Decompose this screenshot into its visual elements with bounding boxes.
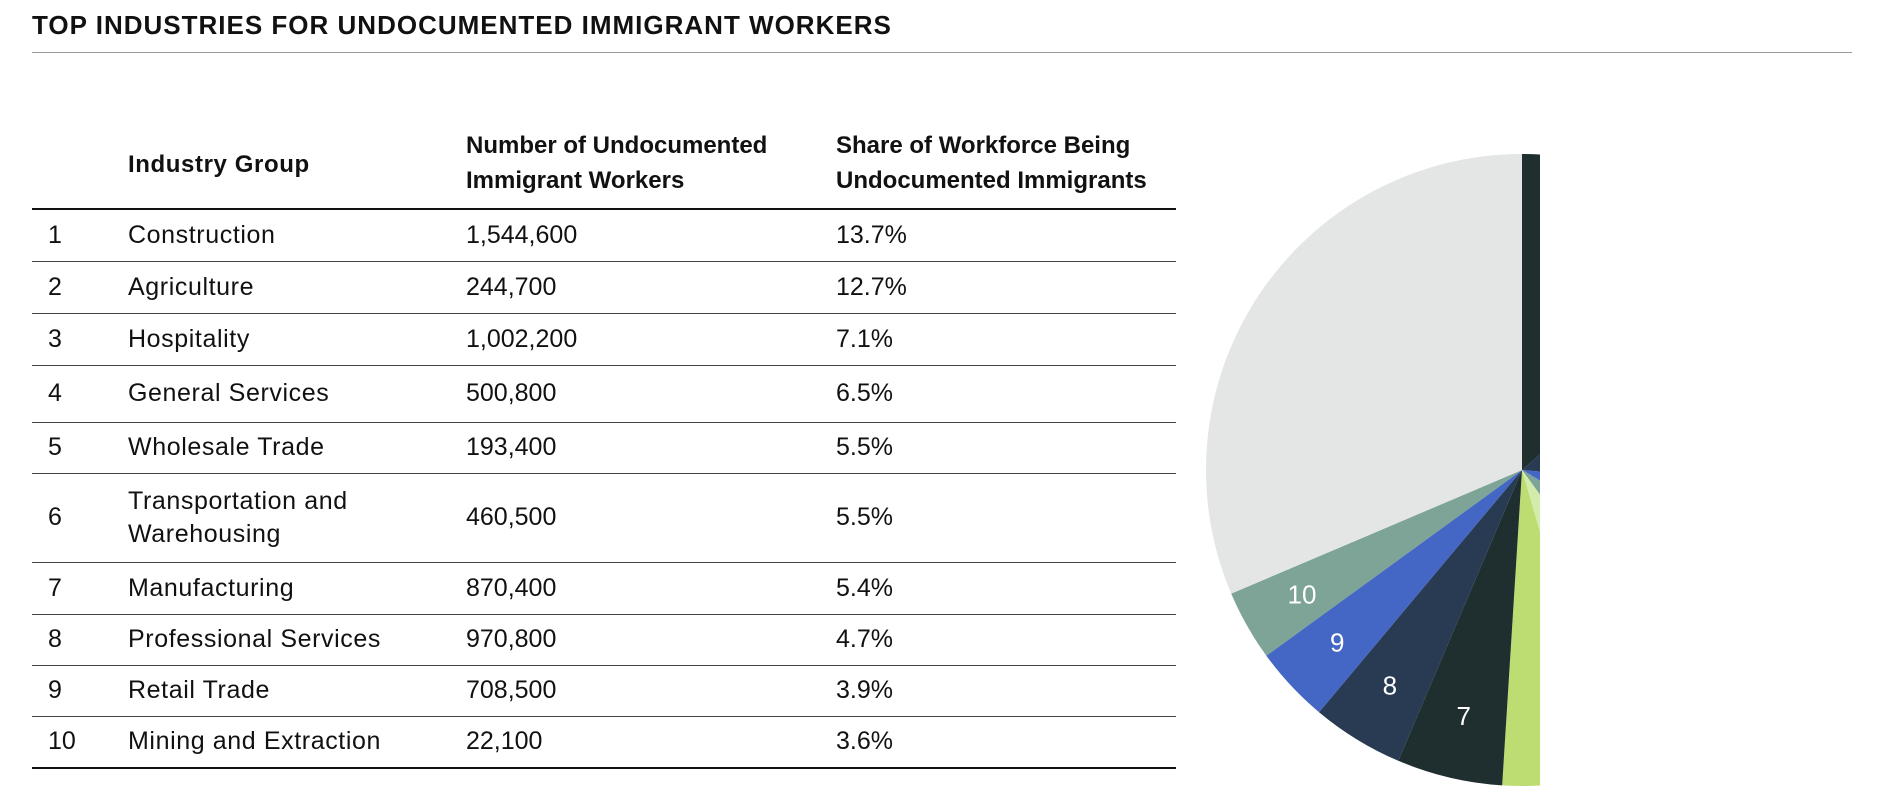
- row-rank: 6: [32, 473, 128, 563]
- pie-chart-container: 12345678910: [1200, 140, 1838, 790]
- row-number: 193,400: [466, 422, 836, 474]
- industry-label: General Services: [128, 379, 330, 407]
- row-rank: 1: [32, 209, 128, 262]
- table-row: 5 Wholesale Trade 193,400 5.5%: [32, 422, 1176, 474]
- row-share: 5.5%: [836, 473, 1176, 563]
- header-share-of-workforce: Share of Workforce Being Undocumented Im…: [836, 128, 1176, 210]
- table-row: 6 Transportation and Warehousing 460,500 5.…: [32, 473, 1176, 563]
- row-share: 12.7%: [836, 261, 1176, 314]
- row-rank: 2: [32, 261, 128, 314]
- pie-slice-8: [1319, 470, 1522, 761]
- header-share-line2: Undocumented Immigrants: [836, 167, 1147, 194]
- pie-label-7: 7: [1457, 701, 1471, 731]
- row-industry: Mining and Extraction: [128, 716, 466, 769]
- industry-label: Retail Trade: [128, 676, 270, 704]
- row-industry: General Services: [128, 365, 466, 423]
- row-number: 870,400: [466, 562, 836, 615]
- row-number: 244,700: [466, 261, 836, 314]
- pie-slice-remainder: [1206, 154, 1522, 594]
- row-industry: Wholesale Trade: [128, 422, 466, 474]
- row-rank: 9: [32, 665, 128, 717]
- industry-label: Transportation and Warehousing: [128, 486, 348, 548]
- row-number: 708,500: [466, 665, 836, 717]
- row-number: 460,500: [466, 473, 836, 563]
- row-share: 5.4%: [836, 562, 1176, 615]
- table-row: 1 Construction 1,544,600 13.7%: [32, 209, 1176, 262]
- row-number: 22,100: [466, 716, 836, 769]
- pie-slice-9: [1266, 470, 1522, 713]
- title-divider: [32, 52, 1852, 53]
- header-number-of-workers: Number of Undocumented Immigrant Workers: [466, 128, 836, 210]
- table-row: 2 Agriculture 244,700 12.7%: [32, 261, 1176, 314]
- chart-title: TOP INDUSTRIES FOR UNDOCUMENTED IMMIGRAN…: [32, 10, 892, 40]
- pie-label-9: 9: [1330, 627, 1344, 657]
- header-industry-group: Industry Group: [128, 128, 466, 210]
- row-industry: Manufacturing: [128, 562, 466, 615]
- row-industry: Retail Trade: [128, 665, 466, 717]
- row-rank: 8: [32, 614, 128, 666]
- industry-label: Mining and Extraction: [128, 727, 382, 756]
- table-row: 9 Retail Trade 708,500 3.9%: [32, 665, 1176, 717]
- row-industry: Transportation and Warehousing: [128, 473, 466, 563]
- industry-table: Industry Group Number of Undocumented Im…: [32, 128, 1176, 769]
- table-row: 7 Manufacturing 870,400 5.4%: [32, 562, 1176, 615]
- industry-label: Manufacturing: [128, 573, 295, 602]
- row-rank: 7: [32, 562, 128, 615]
- table-row: 10 Mining and Extraction 22,100 3.6%: [32, 716, 1176, 769]
- table-row: 4 General Services 500,800 6.5%: [32, 365, 1176, 423]
- industry-label: Construction: [128, 220, 276, 249]
- table-header-row: Industry Group Number of Undocumented Im…: [32, 128, 1176, 210]
- header-number-line2: Immigrant Workers: [466, 167, 685, 194]
- row-number: 500,800: [466, 365, 836, 423]
- row-share: 6.5%: [836, 365, 1176, 423]
- pie-slice-7: [1398, 470, 1522, 786]
- row-number: 1,002,200: [466, 313, 836, 366]
- pie-chart: 12345678910: [1206, 154, 1838, 786]
- industry-label: Wholesale Trade: [128, 433, 325, 461]
- industry-label: Hospitality: [128, 324, 250, 353]
- header-number-line1: Number of Undocumented: [466, 132, 768, 159]
- row-share: 3.9%: [836, 665, 1176, 717]
- row-share: 4.7%: [836, 614, 1176, 666]
- row-rank: 3: [32, 313, 128, 366]
- industry-label: Professional Services: [128, 625, 381, 653]
- row-number: 1,544,600: [466, 209, 836, 262]
- row-share: 5.5%: [836, 422, 1176, 474]
- row-industry: Agriculture: [128, 261, 466, 314]
- header-share-line1: Share of Workforce Being: [836, 132, 1131, 159]
- row-rank: 10: [32, 716, 128, 769]
- industry-label: Agriculture: [128, 272, 255, 301]
- table-row: 3 Hospitality 1,002,200 7.1%: [32, 313, 1176, 366]
- row-rank: 5: [32, 422, 128, 474]
- row-industry: Professional Services: [128, 614, 466, 666]
- row-share: 13.7%: [836, 209, 1176, 262]
- table-body: 1 Construction 1,544,600 13.7% 2 Agriculture 2…: [32, 209, 1176, 769]
- pie-slice-1: [1522, 154, 1762, 470]
- row-number: 970,800: [466, 614, 836, 666]
- row-share: 7.1%: [836, 313, 1176, 366]
- row-industry: Construction: [128, 209, 466, 262]
- table-row: 8 Professional Services 970,800 4.7%: [32, 614, 1176, 666]
- header-rank: [32, 128, 128, 210]
- row-rank: 4: [32, 365, 128, 423]
- row-industry: Hospitality: [128, 313, 466, 366]
- pie-label-10: 10: [1288, 580, 1317, 610]
- pie-slice-10: [1231, 470, 1522, 656]
- pie-label-8: 8: [1383, 671, 1397, 701]
- row-share: 3.6%: [836, 716, 1176, 769]
